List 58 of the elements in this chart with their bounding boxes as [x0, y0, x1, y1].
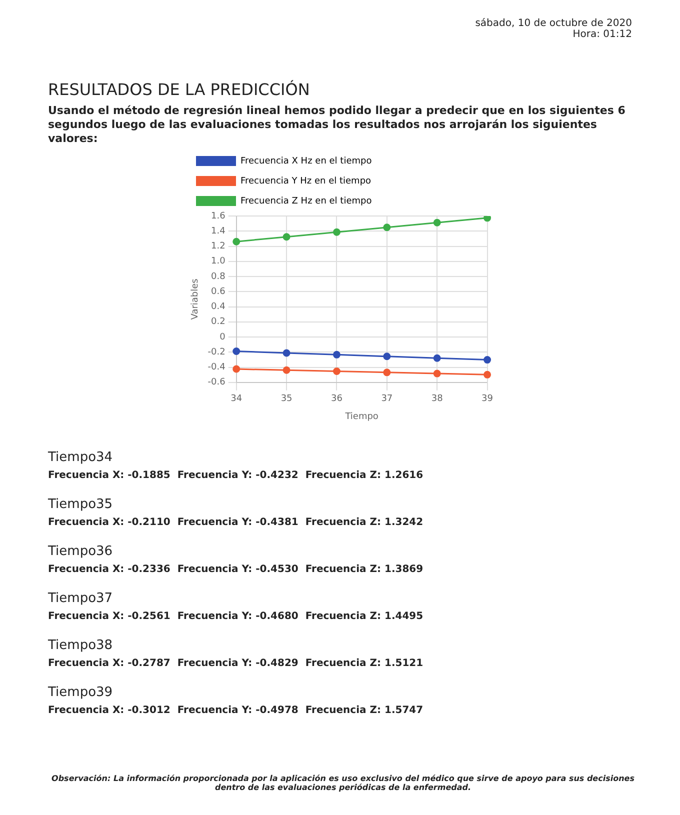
- text: Frecuencia X: -0.2787 Frecuencia Y: -0.4829 Frecuencia Z: 1.5121: [48, 658, 424, 671]
- text: Tiempo35: [48, 496, 114, 514]
- point: [232, 238, 240, 246]
- text: Tiempo39: [48, 684, 114, 702]
- point: [484, 370, 492, 378]
- text: Tiempo38: [48, 637, 114, 655]
- point: [332, 368, 340, 376]
- chart-title: RESULTADOS DE LA PREDICCIÓN: [48, 80, 310, 99]
- point: [282, 233, 290, 241]
- point: [332, 228, 340, 236]
- y-tick-label: 0.2: [211, 317, 226, 328]
- text: Frecuencia X: -0.3012 Frecuencia Y: -0.4978 Frecuencia Z: 1.5747: [48, 705, 424, 718]
- y-tick-label: 1.6: [211, 211, 226, 222]
- text: sábado, 10 de octubre de 2020: [475, 18, 632, 29]
- chart-subtitle: Usando el método de regresión lineal hemos podido llegar a predecir que en los siguientes 6 segundos luego de las evaluaciones tomadas los resultados nos arrojarán los siguientes valores:: [48, 104, 626, 146]
- x-axis-title: Tiempo: [344, 412, 379, 422]
- x-tick-label: 39: [482, 394, 494, 404]
- y-tick-label: 0.8: [211, 272, 226, 282]
- point: [383, 224, 391, 232]
- text: Frecuencia X: -0.2110 Frecuencia Y: -0.4381 Frecuencia Z: 1.3242: [48, 517, 424, 530]
- x-tick-label: 38: [431, 394, 444, 404]
- point: [433, 218, 441, 226]
- text: Frecuencia X: -0.2561 Frecuencia Y: -0.4680 Frecuencia Z: 1.4495: [48, 611, 424, 624]
- point: [433, 354, 441, 362]
- text: Frecuencia X: -0.2336 Frecuencia Y: -0.4530 Frecuencia Z: 1.3869: [48, 564, 424, 577]
- x-tick-label: 37: [381, 394, 393, 404]
- y-tick-label: 0.4: [211, 302, 226, 312]
- y-tick-label: 0: [220, 332, 226, 342]
- x-tick-label: 35: [280, 394, 292, 404]
- point: [282, 349, 290, 357]
- y-tick-label: 0.6: [211, 286, 226, 297]
- legend-label: Frecuencia Y Hz en el tiempo: [240, 176, 372, 186]
- y-tick-label: -0.6: [208, 378, 226, 388]
- point: [433, 370, 441, 378]
- x-tick-label: 34: [230, 394, 242, 404]
- point: [484, 216, 492, 222]
- point: [232, 348, 240, 356]
- text: Tiempo36: [48, 543, 114, 561]
- y-tick-label: 1.2: [211, 242, 226, 252]
- x-tick-label: 36: [331, 394, 343, 404]
- y-tick-label: 1.4: [211, 226, 226, 236]
- y-tick-label: -0.4: [208, 362, 226, 373]
- point: [383, 352, 391, 360]
- legend-label: Frecuencia X Hz en el tiempo: [240, 156, 372, 166]
- text: Hora: 01:12: [572, 29, 632, 40]
- text: Frecuencia X: -0.1885 Frecuencia Y: -0.4232 Frecuencia Z: 1.2616: [48, 470, 424, 483]
- legend-label: Frecuencia Z Hz en el tiempo: [240, 196, 372, 206]
- point: [332, 350, 340, 358]
- point: [383, 368, 391, 376]
- text: Observación: La información proporcionada por la aplicación es uso exclusivo del médico que sirve de apoyo para sus decisiones dentro de las evaluaciones periódicas de la enfermedad.: [50, 774, 636, 792]
- text: Tiempo37: [48, 590, 114, 608]
- y-tick-label: -0.2: [208, 347, 226, 358]
- y-tick-label: 1.0: [211, 256, 226, 267]
- text: Tiempo34: [48, 449, 114, 467]
- y-axis-title: Variables: [190, 278, 201, 320]
- point: [484, 356, 492, 364]
- point: [282, 366, 290, 374]
- point: [232, 365, 240, 373]
